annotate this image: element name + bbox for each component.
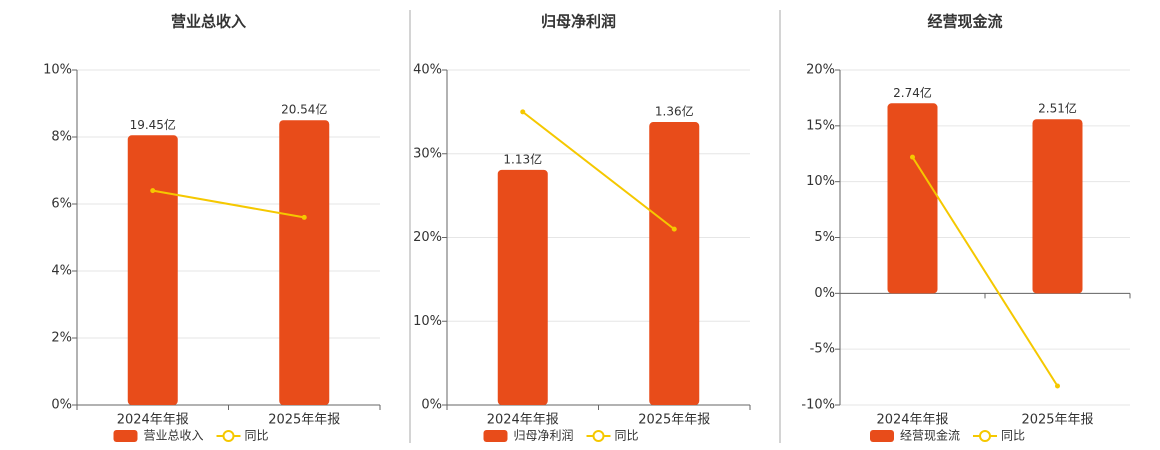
line xyxy=(522,111,675,230)
point xyxy=(910,154,915,160)
bar xyxy=(127,135,178,406)
y-tick-label: -10% xyxy=(801,398,835,413)
point xyxy=(671,226,677,232)
chart-title: 经营现金流 xyxy=(927,13,1002,31)
y-tick-label: 10% xyxy=(413,314,442,329)
x-tick-label: 2024年年报 xyxy=(117,413,189,428)
y-tick-label: -5% xyxy=(810,342,835,357)
x-tick-label: 2025年年报 xyxy=(638,413,710,428)
chart: 营业总收入 0% 2% 4% 6% 8% 10% 2024年年报 2025年年报 19.45亿 20… xyxy=(43,13,381,443)
legend-marker xyxy=(592,430,605,442)
legend-label: 同比 xyxy=(1001,429,1025,443)
legend-swatch xyxy=(113,430,138,442)
value-label: 1.13亿 xyxy=(503,151,542,166)
legend-swatch xyxy=(870,430,894,442)
y-tick-label: 0% xyxy=(51,398,72,413)
bar xyxy=(887,103,938,294)
y-tick-label: 6% xyxy=(51,197,72,212)
legend-label: 同比 xyxy=(245,429,269,443)
legend-swatch xyxy=(483,430,508,442)
legend-label: 经营现金流 xyxy=(900,428,960,443)
bar xyxy=(1032,119,1083,294)
x-tick-label: 2025年年报 xyxy=(268,413,340,428)
chart: 归母净利润 0% 10% 20% 30% 40% 2024年年报 2025年年报 1.13亿 1.… xyxy=(413,13,751,443)
point xyxy=(150,188,156,194)
line xyxy=(911,156,1059,387)
value-label: 20.54亿 xyxy=(281,102,327,117)
x-tick-label: 2025年年报 xyxy=(1021,413,1093,428)
legend-marker xyxy=(222,430,235,442)
bar xyxy=(649,122,700,406)
y-tick-label: 40% xyxy=(413,63,442,78)
y-tick-label: 4% xyxy=(51,264,72,279)
point xyxy=(520,109,526,115)
legend-label: 同比 xyxy=(615,429,639,443)
y-tick-label: 2% xyxy=(51,331,72,346)
y-tick-label: 15% xyxy=(806,118,835,133)
bar xyxy=(497,169,548,405)
chart-title: 营业总收入 xyxy=(171,13,246,31)
legend-label: 营业总收入 xyxy=(144,429,204,443)
y-tick-label: 30% xyxy=(413,146,442,161)
x-tick-label: 2024年年报 xyxy=(876,413,948,428)
legend-label: 归母净利润 xyxy=(514,429,574,443)
legend-marker xyxy=(979,430,991,442)
chart: 经营现金流 -10% -5% 0% 5% 10% 15% 20% 2024年年报 2025年年报 2… xyxy=(801,13,1131,443)
line xyxy=(152,189,305,219)
y-tick-label: 0% xyxy=(421,398,442,413)
y-tick-label: 10% xyxy=(806,174,835,189)
value-label: 2.51亿 xyxy=(1038,101,1077,116)
bar xyxy=(279,120,330,406)
chart-title: 归母净利润 xyxy=(541,13,616,31)
y-tick-label: 20% xyxy=(806,63,835,78)
y-tick-label: 0% xyxy=(814,286,835,301)
x-tick-label: 2024年年报 xyxy=(487,413,559,428)
y-tick-label: 20% xyxy=(413,230,442,245)
value-label: 1.36亿 xyxy=(655,104,694,119)
y-tick-label: 5% xyxy=(814,230,835,245)
point xyxy=(301,214,307,220)
y-tick-label: 10% xyxy=(43,63,72,78)
value-label: 19.45亿 xyxy=(130,117,176,132)
y-tick-label: 8% xyxy=(51,130,72,145)
value-label: 2.74亿 xyxy=(893,85,932,100)
point xyxy=(1055,383,1060,389)
